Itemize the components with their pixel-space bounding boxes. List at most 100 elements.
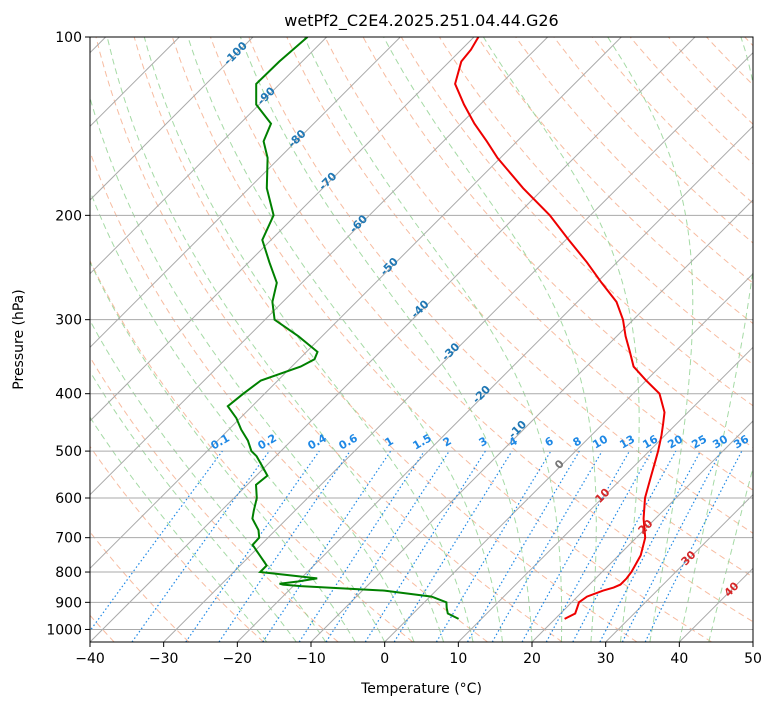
moist-adiabat — [187, 37, 503, 642]
x-tick-label: −40 — [75, 651, 105, 667]
dry-adiabat — [400, 37, 753, 407]
mixing-ratio-label: 13 — [617, 433, 637, 452]
x-axis-title: Temperature (°C) — [360, 681, 482, 697]
moist-adiabat — [143, 37, 474, 642]
y-tick-label: 200 — [55, 208, 82, 224]
dry-adiabat — [90, 150, 488, 642]
x-tick-label: 20 — [523, 651, 541, 667]
y-axis-title: Pressure (hPa) — [11, 289, 27, 389]
dry-adiabat — [171, 37, 712, 642]
dry-adiabat — [553, 37, 753, 244]
moist-adiabat — [678, 37, 753, 642]
y-tick-label: 1000 — [46, 622, 82, 638]
x-tick-label: 0 — [380, 651, 389, 667]
mixing-ratio-line — [435, 450, 552, 642]
y-tick-label: 600 — [55, 491, 82, 507]
isotherm-line — [236, 125, 753, 642]
isotherm-line — [90, 37, 475, 422]
dry-adiabat — [90, 259, 414, 642]
isotherm-label: -50 — [378, 255, 401, 278]
x-tick-label: −20 — [223, 651, 253, 667]
mixing-ratio-line — [572, 450, 677, 642]
isotherm-line — [90, 37, 696, 642]
mixing-ratio-label: 16 — [640, 432, 660, 451]
mixing-ratio-line — [90, 450, 223, 632]
isotherm-line — [90, 37, 401, 349]
mixing-ratio-label: 36 — [731, 432, 751, 451]
mixing-ratio-label: 3 — [477, 434, 490, 449]
mixing-ratio-line — [491, 450, 603, 642]
moist-adiabat — [239, 37, 533, 642]
dry-adiabat — [248, 37, 753, 578]
mixing-ratio-label: 6 — [543, 434, 556, 449]
isotherm-label: -40 — [408, 297, 431, 320]
isotherm-line — [605, 493, 753, 642]
dry-adiabat — [90, 356, 339, 642]
mixing-ratio-line — [325, 450, 450, 642]
dry-adiabat — [706, 37, 753, 86]
dry-adiabat — [668, 37, 753, 125]
mixing-ratio-label: 0.4 — [306, 431, 330, 452]
mixing-ratio-line — [364, 450, 486, 642]
x-tick-label: 10 — [449, 651, 467, 667]
dry-adiabat — [477, 37, 753, 325]
mixing-ratio-line — [218, 450, 351, 642]
isotherm-label: -80 — [285, 127, 308, 150]
moist-adiabat — [106, 37, 445, 642]
isotherm-line — [310, 199, 753, 642]
x-tick-label: −10 — [296, 651, 326, 667]
x-tick-label: 40 — [670, 651, 688, 667]
isotherm-label: -100 — [221, 39, 250, 68]
isotherm-label: -90 — [255, 84, 278, 107]
mixing-ratio-label: 1 — [383, 434, 396, 449]
y-tick-label: 800 — [55, 565, 82, 581]
moist-adiabat — [708, 466, 753, 642]
moist-adiabat — [482, 37, 640, 642]
plot-frame — [89, 36, 754, 643]
dry-adiabat — [210, 37, 753, 623]
mixing-ratio-line — [393, 450, 513, 642]
chart-title: wetPf2_C2E4.2025.251.04.44.G26 — [284, 11, 558, 31]
mixing-ratio-label: 10 — [590, 432, 610, 451]
isotherm-line — [163, 51, 753, 642]
moist-adiabat — [383, 37, 597, 642]
mixing-ratio-line — [466, 450, 580, 642]
isotherm-label: 20 — [636, 517, 656, 537]
isotherm-label: -30 — [439, 340, 462, 363]
moist-adiabat — [90, 370, 297, 642]
mixing-ratio-line — [545, 450, 653, 642]
isotherm-line — [678, 567, 753, 642]
isotherm-line — [531, 420, 753, 642]
mixing-ratio-label: 20 — [665, 432, 685, 451]
x-tick-label: −30 — [149, 651, 179, 667]
y-tick-label: 100 — [55, 30, 82, 46]
isotherm-line — [90, 37, 549, 496]
isotherm-label: 30 — [679, 548, 699, 568]
x-tick-label: 30 — [597, 651, 615, 667]
mixing-ratio-line — [521, 450, 631, 642]
dry-adiabat — [90, 445, 264, 642]
moist-adiabat — [90, 189, 386, 642]
isotherm-line — [90, 37, 622, 570]
dry-adiabat — [515, 37, 753, 284]
y-tick-label: 700 — [55, 531, 82, 547]
dry-adiabat — [90, 531, 190, 642]
mixing-ratio-line — [298, 450, 425, 642]
moist-adiabat — [90, 260, 356, 642]
mixing-ratio-label: 0.1 — [209, 431, 232, 452]
mixing-ratio-label: 25 — [689, 433, 709, 452]
isotherm-line — [90, 37, 328, 275]
dry-adiabat — [133, 37, 638, 642]
y-tick-label: 400 — [55, 387, 82, 403]
dewpoint-profile — [226, 37, 460, 620]
y-tick-label: 300 — [55, 313, 82, 329]
moist-adiabat — [303, 37, 563, 642]
isotherm-line — [752, 641, 753, 642]
mixing-ratio-label: 30 — [710, 432, 730, 451]
mixing-ratio-line — [131, 450, 270, 642]
isotherm-line — [457, 346, 753, 642]
y-tick-label: 900 — [55, 595, 82, 611]
temperature-profile — [454, 37, 666, 620]
